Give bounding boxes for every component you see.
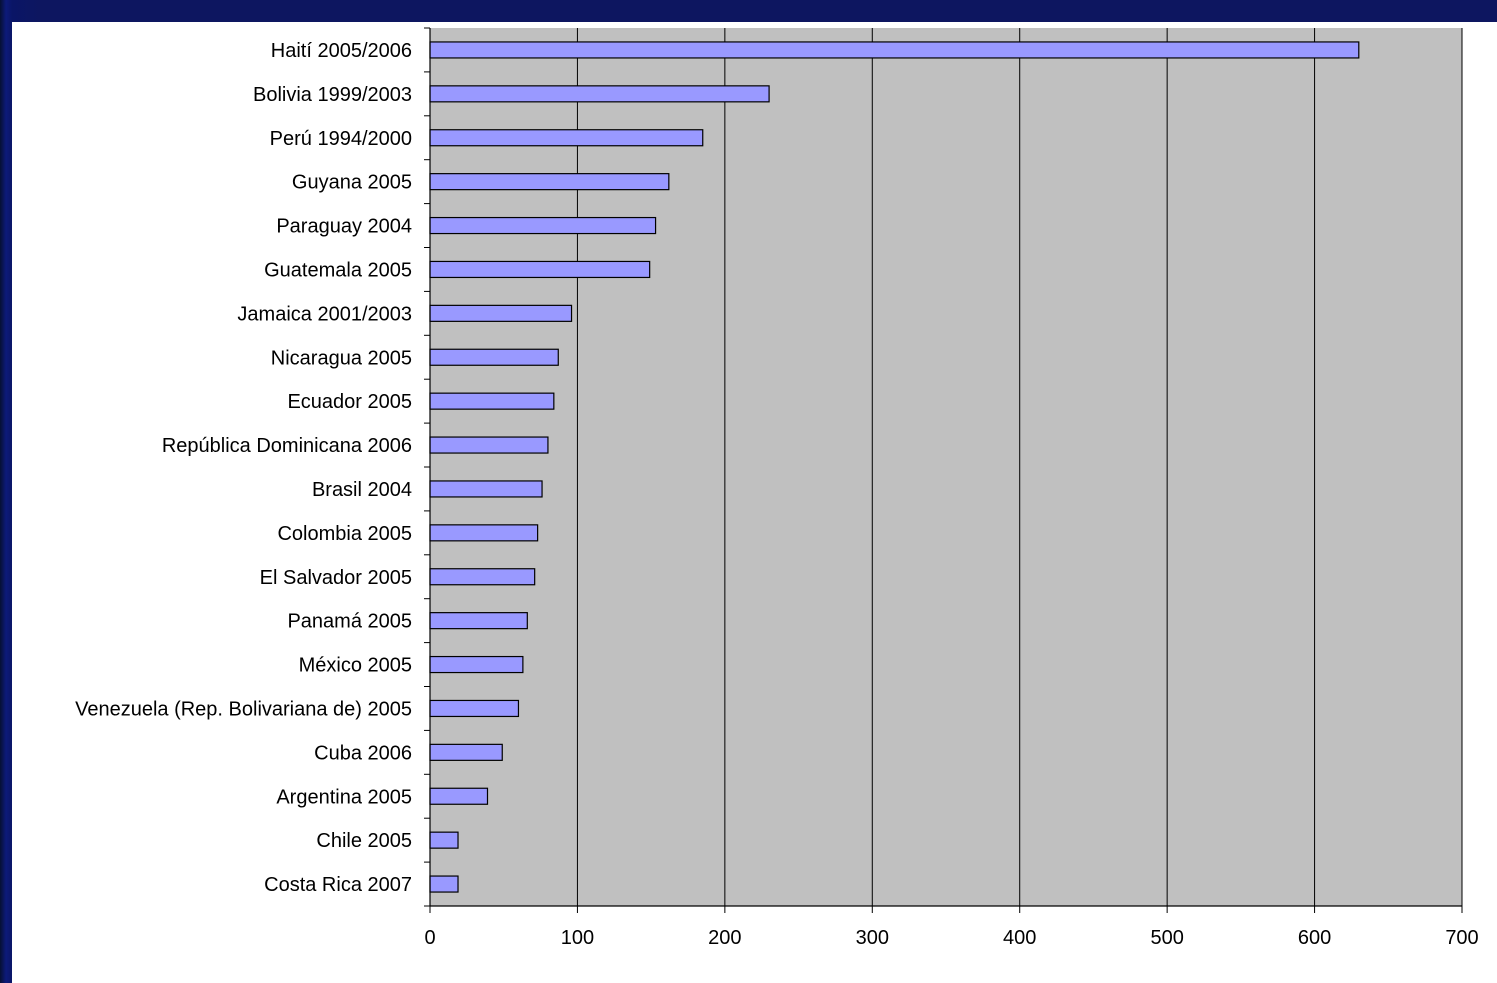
- x-tick-label: 0: [424, 927, 435, 949]
- x-tick-label: 500: [1150, 927, 1183, 949]
- category-label: República Dominicana 2006: [162, 435, 412, 457]
- bar: [429, 216, 657, 235]
- bar: [429, 612, 528, 630]
- bar: [429, 304, 573, 322]
- category-label: Brasil 2004: [312, 479, 412, 501]
- x-tick-label: 300: [856, 927, 889, 949]
- category-label: Chile 2005: [316, 830, 412, 852]
- chart-panel: Haití 2005/2006 Bolivia 1999/2003 Perú 199…: [12, 22, 1497, 983]
- x-tick-label: 100: [561, 927, 594, 949]
- category-label: Jamaica 2001/2003: [237, 303, 412, 325]
- category-label: México 2005: [299, 655, 412, 677]
- category-label: Perú 1994/2000: [270, 128, 412, 150]
- bar: [429, 392, 555, 410]
- bar: [429, 348, 559, 366]
- category-label: Cuba 2006: [314, 742, 412, 764]
- bar: [429, 568, 536, 586]
- x-tick-label: 700: [1445, 927, 1478, 949]
- x-tick-label: 400: [1003, 927, 1036, 949]
- bar: [429, 480, 543, 498]
- bar: [429, 875, 459, 893]
- bar: [429, 699, 520, 718]
- bar: [429, 831, 459, 849]
- bar: [429, 260, 651, 279]
- bars: [429, 41, 1360, 893]
- category-label: Panamá 2005: [287, 611, 412, 633]
- bar: [429, 129, 704, 147]
- plot-area: [430, 28, 1462, 906]
- bar: [429, 787, 489, 805]
- bar: [429, 436, 549, 454]
- category-label: Costa Rica 2007: [264, 874, 412, 896]
- bar: [429, 655, 524, 674]
- category-label: Nicaragua 2005: [271, 347, 412, 369]
- bar: [429, 524, 539, 542]
- category-label: Paraguay 2004: [276, 216, 412, 238]
- plot-background: [430, 28, 1462, 906]
- category-label: El Salvador 2005: [260, 567, 412, 589]
- bar-chart: Haití 2005/2006 Bolivia 1999/2003 Perú 199…: [75, 27, 1479, 949]
- x-tick-label: 600: [1298, 927, 1331, 949]
- category-label: Colombia 2005: [277, 523, 412, 545]
- category-label: Haití 2005/2006: [271, 40, 412, 62]
- category-label: Venezuela (Rep. Bolivariana de) 2005: [75, 698, 412, 720]
- gridlines: [576, 28, 1463, 906]
- axes: [424, 27, 1463, 913]
- x-tick-labels: 0 100 200 300 400 500 600 700: [424, 927, 1478, 949]
- bar: [429, 173, 670, 191]
- category-label: Guatemala 2005: [264, 259, 412, 281]
- bar: [429, 85, 770, 103]
- category-label: Guyana 2005: [292, 172, 412, 194]
- bar: [429, 41, 1360, 59]
- category-label: Argentina 2005: [276, 786, 412, 808]
- x-tick-label: 200: [708, 927, 741, 949]
- category-labels: Haití 2005/2006 Bolivia 1999/2003 Perú 199…: [75, 40, 412, 896]
- category-label: Ecuador 2005: [287, 391, 412, 413]
- bar: [429, 743, 503, 761]
- category-label: Bolivia 1999/2003: [253, 84, 412, 106]
